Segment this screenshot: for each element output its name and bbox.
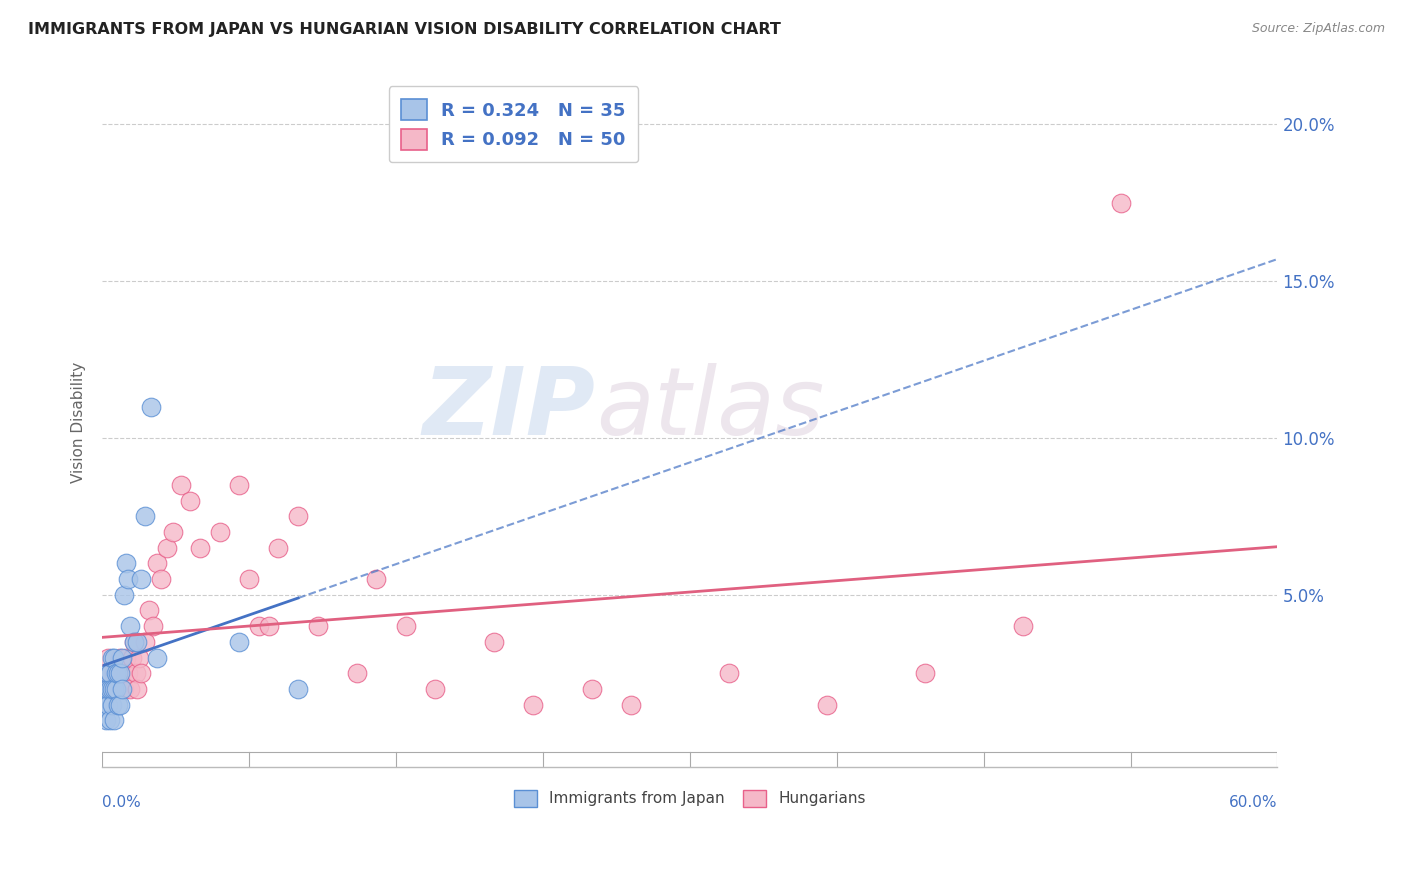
Point: [307, 619, 329, 633]
Point: [97, 681, 120, 696]
Point: [482, 635, 505, 649]
Text: atlas: atlas: [596, 363, 824, 454]
Point: [1011, 619, 1033, 633]
Point: [98, 713, 121, 727]
Point: [98, 666, 121, 681]
Point: [522, 698, 544, 712]
Point: [118, 619, 141, 633]
Text: ZIP: ZIP: [423, 362, 596, 455]
Point: [104, 681, 127, 696]
Point: [108, 650, 131, 665]
Point: [103, 713, 125, 727]
Point: [156, 541, 179, 555]
Point: [146, 557, 169, 571]
Point: [257, 619, 280, 633]
Point: [112, 681, 135, 696]
Point: [122, 635, 145, 649]
Point: [93, 698, 115, 712]
Point: [815, 698, 838, 712]
Point: [97, 666, 120, 681]
Point: [425, 681, 447, 696]
Point: [103, 681, 125, 696]
Point: [98, 666, 121, 681]
Point: [101, 650, 124, 665]
Point: [121, 650, 143, 665]
Point: [162, 525, 184, 540]
Text: IMMIGRANTS FROM JAPAN VS HUNGARIAN VISION DISABILITY CORRELATION CHART: IMMIGRANTS FROM JAPAN VS HUNGARIAN VISIO…: [28, 22, 780, 37]
Point: [103, 650, 125, 665]
Point: [131, 666, 153, 681]
Point: [142, 619, 165, 633]
Point: [395, 619, 418, 633]
Point: [238, 572, 260, 586]
Point: [138, 603, 160, 617]
Point: [98, 681, 121, 696]
Point: [122, 635, 145, 649]
Point: [127, 635, 149, 649]
Point: [94, 713, 117, 727]
Point: [103, 666, 125, 681]
Point: [131, 572, 153, 586]
Point: [104, 666, 127, 681]
Point: [188, 541, 211, 555]
Point: [208, 525, 231, 540]
Point: [108, 666, 131, 681]
Point: [914, 666, 936, 681]
Point: [134, 635, 156, 649]
Point: [114, 650, 136, 665]
Point: [717, 666, 740, 681]
Point: [228, 478, 250, 492]
Point: [107, 666, 129, 681]
Point: [247, 619, 270, 633]
Point: [179, 493, 201, 508]
Point: [169, 478, 191, 492]
Point: [134, 509, 156, 524]
Point: [124, 666, 146, 681]
Point: [141, 400, 163, 414]
Point: [107, 698, 129, 712]
Y-axis label: Vision Disability: Vision Disability: [72, 362, 86, 483]
Point: [94, 681, 117, 696]
Point: [111, 650, 134, 665]
Point: [118, 681, 141, 696]
Point: [111, 666, 134, 681]
Point: [127, 681, 149, 696]
Point: [94, 681, 117, 696]
Point: [117, 666, 139, 681]
Point: [228, 635, 250, 649]
Point: [146, 650, 169, 665]
Point: [101, 681, 124, 696]
Point: [117, 572, 139, 586]
Point: [620, 698, 643, 712]
Point: [149, 572, 172, 586]
Point: [1109, 195, 1132, 210]
Point: [581, 681, 603, 696]
Point: [101, 681, 124, 696]
Text: Source: ZipAtlas.com: Source: ZipAtlas.com: [1251, 22, 1385, 36]
Text: 60.0%: 60.0%: [1229, 795, 1278, 810]
Point: [104, 681, 127, 696]
Legend: Immigrants from Japan, Hungarians: Immigrants from Japan, Hungarians: [506, 782, 873, 814]
Point: [112, 588, 135, 602]
Point: [114, 557, 136, 571]
Point: [107, 666, 129, 681]
Point: [108, 698, 131, 712]
Point: [366, 572, 388, 586]
Point: [346, 666, 368, 681]
Point: [97, 698, 120, 712]
Point: [267, 541, 290, 555]
Point: [97, 650, 120, 665]
Text: 0.0%: 0.0%: [103, 795, 141, 810]
Point: [287, 681, 309, 696]
Point: [101, 698, 124, 712]
Point: [128, 650, 150, 665]
Point: [111, 681, 134, 696]
Point: [287, 509, 309, 524]
